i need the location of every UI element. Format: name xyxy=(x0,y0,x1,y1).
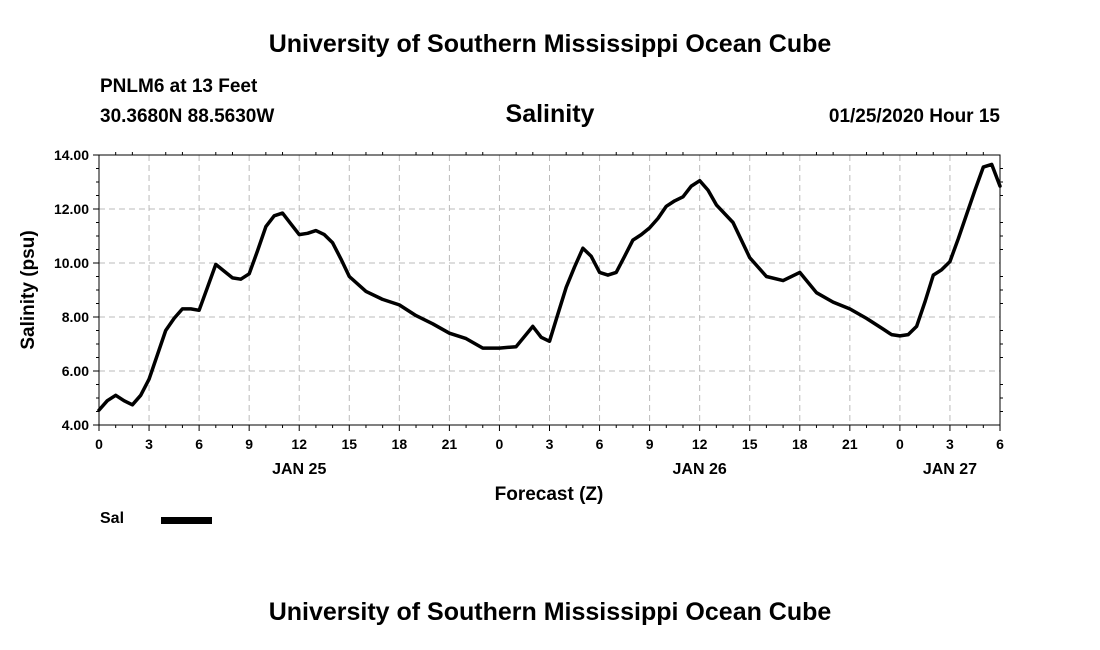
datetime-label: 01/25/2020 Hour 15 xyxy=(828,106,1000,127)
y-tick-label: 6.00 xyxy=(62,363,89,379)
x-tick-label: 15 xyxy=(341,436,357,452)
legend-swatch xyxy=(161,517,212,524)
axis-labels: 0 3 6 9 12 15 18 21 0 3 6 9 12 15 18 21 0 3 6 4.00 6.00 8.00 1… xyxy=(54,147,1004,478)
x-tick-label: 15 xyxy=(742,436,758,452)
x-tick-label: 3 xyxy=(546,436,554,452)
x-axis-title: Forecast (Z) xyxy=(495,484,604,505)
y-tick-label: 14.00 xyxy=(54,147,89,163)
x-tick-label: 6 xyxy=(596,436,604,452)
page-title: University of Southern Mississippi Ocean… xyxy=(268,30,832,58)
x-tick-label: 12 xyxy=(291,436,307,452)
x-tick-label: 0 xyxy=(496,436,504,452)
grid-lines xyxy=(99,155,1000,425)
date-label: JAN 26 xyxy=(673,461,727,478)
coordinates-label: 30.3680N 88.5630W xyxy=(100,106,275,127)
x-tick-label: 9 xyxy=(245,436,253,452)
y-tick-label: 12.00 xyxy=(54,201,89,217)
y-tick-label: 8.00 xyxy=(62,309,89,325)
x-tick-label: 18 xyxy=(792,436,808,452)
axis-ticks xyxy=(93,152,1003,431)
x-tick-label: 21 xyxy=(842,436,858,452)
legend-label: Sal xyxy=(100,510,125,527)
x-tick-label: 3 xyxy=(145,436,153,452)
x-tick-label: 0 xyxy=(95,436,103,452)
station-label: PNLM6 at 13 Feet xyxy=(100,76,258,97)
x-tick-label: 0 xyxy=(896,436,904,452)
footer-title: University of Southern Mississippi Ocean… xyxy=(268,598,832,626)
y-tick-label: 4.00 xyxy=(62,417,89,433)
date-label: JAN 27 xyxy=(923,461,977,478)
x-tick-label: 6 xyxy=(996,436,1004,452)
x-tick-label: 3 xyxy=(946,436,954,452)
x-tick-label: 18 xyxy=(392,436,408,452)
chart-title: Salinity xyxy=(505,100,595,128)
y-axis-title: Salinity (psu) xyxy=(18,230,39,349)
x-tick-label: 21 xyxy=(442,436,458,452)
x-tick-label: 9 xyxy=(646,436,654,452)
x-tick-label: 6 xyxy=(195,436,203,452)
salinity-series-line xyxy=(97,162,1002,412)
y-tick-label: 10.00 xyxy=(54,255,89,271)
x-tick-label: 12 xyxy=(692,436,708,452)
date-label: JAN 25 xyxy=(272,461,326,478)
